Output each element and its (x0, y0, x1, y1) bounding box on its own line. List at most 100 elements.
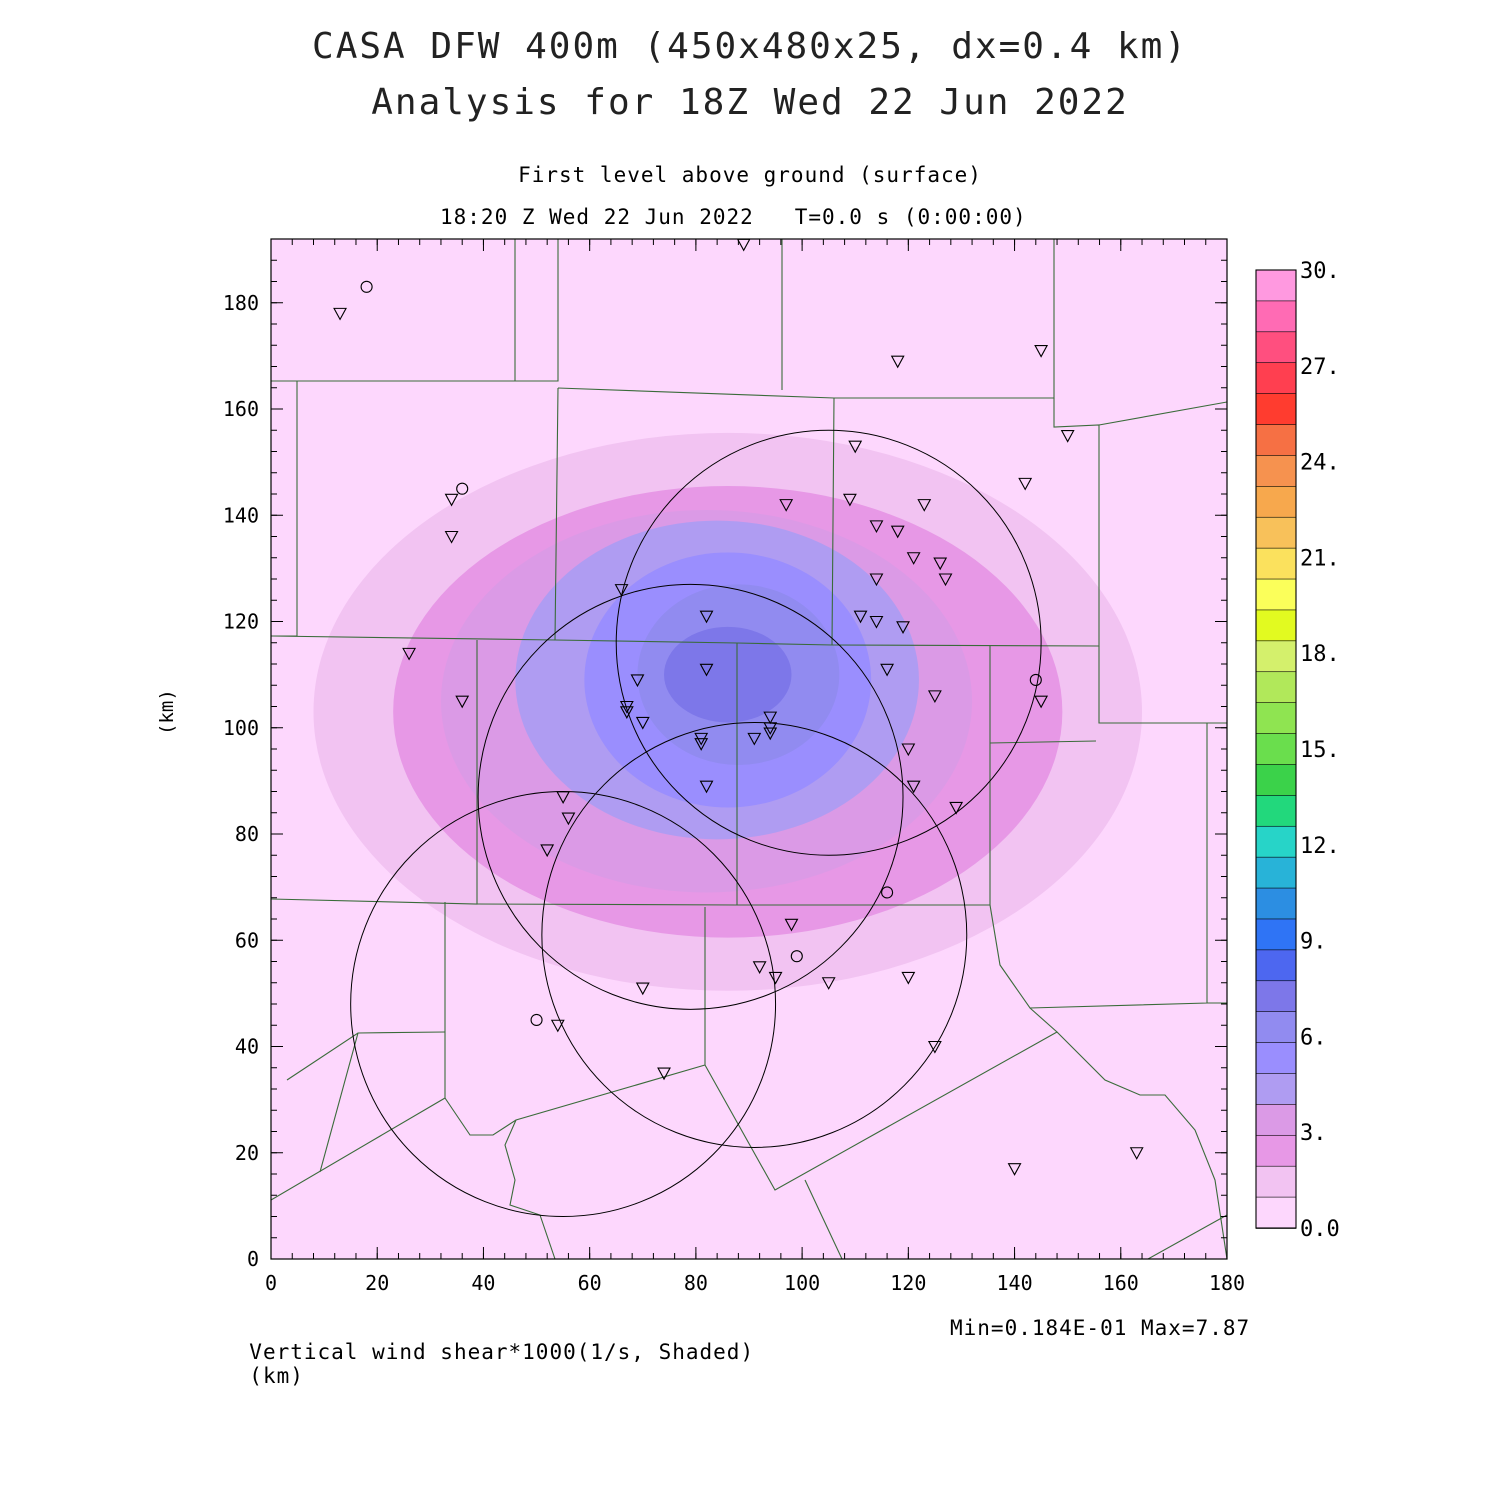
station-markers (333, 238, 1144, 1176)
axes: 0 20 40 60 80 100 120 140 160 180 0 20 40 60 80 100 120 1… (223, 238, 1245, 1295)
x-tick-label: 0 (265, 1271, 277, 1295)
y-tick-label: 140 (223, 503, 259, 527)
colorbar-label: 21. (1300, 546, 1340, 571)
colorbar-swatch (1255, 856, 1297, 889)
county-boundaries (271, 239, 1227, 1259)
station-triangle (694, 738, 709, 751)
station-triangle (853, 610, 868, 624)
colorbar-swatch (1255, 1104, 1297, 1137)
min-max-label: Min=0.184E-01 Max=7.87 (950, 1316, 1251, 1340)
colorbar-swatch (1255, 671, 1297, 704)
station-triangle (901, 971, 916, 985)
colorbar-label: 15. (1300, 738, 1340, 763)
station-triangle (619, 706, 634, 719)
boundary-line (989, 740, 1097, 744)
colorbar-swatch (1255, 640, 1297, 673)
station-circle (881, 886, 894, 899)
station-triangle (927, 690, 942, 704)
station-triangle (763, 727, 778, 741)
colorbar-swatch (1255, 547, 1297, 580)
level-subtitle: First level above ground (surface) (518, 163, 982, 187)
station-triangle (747, 732, 762, 746)
station-triangle (455, 695, 470, 709)
x-tick-label: 40 (471, 1271, 495, 1295)
station-triangle (906, 780, 921, 794)
colorbar-label: 18. (1300, 642, 1340, 667)
colorbar-label: 9. (1300, 930, 1327, 955)
boundary-line (1098, 401, 1227, 426)
colorbar-frame (1255, 269, 1297, 1229)
station-triangle (842, 493, 857, 507)
x-tick-label: 80 (684, 1271, 708, 1295)
colorbar-swatch (1255, 486, 1297, 519)
station-triangle (784, 918, 799, 932)
colorbar-swatch (1255, 825, 1297, 858)
x-tick-label: 20 (365, 1271, 389, 1295)
y-tick-label: 100 (223, 716, 259, 740)
field-label-text: Vertical wind shear*1000(1/s, Shaded) (249, 1340, 755, 1364)
station-triangle (699, 610, 714, 624)
station-triangle (949, 801, 964, 815)
station-triangle (333, 307, 347, 321)
station-triangle (890, 525, 905, 539)
boundary-line (271, 239, 559, 382)
station-triangle (635, 982, 650, 996)
station-triangle (752, 961, 767, 974)
y-tick-label: 80 (235, 822, 259, 846)
station-triangle (848, 440, 863, 454)
plot-title: CASA DFW 400m (450x480x25, dx=0.4 km) (312, 26, 1188, 67)
station-triangle (561, 812, 576, 826)
analysis-time-title: Analysis for 18Z Wed 22 Jun 2022 (371, 82, 1129, 123)
colorbar-swatch (1255, 300, 1297, 333)
station-triangle (869, 615, 884, 629)
colorbar-swatch (1255, 733, 1297, 766)
colorbar: 30. 27. 24. 21. 18. 15. 12. 9. 6. 3. 0.0 (1255, 259, 1340, 1242)
shaded-field (271, 239, 1227, 1259)
colorbar-swatch (1255, 331, 1297, 364)
colorbar-swatch (1255, 764, 1297, 797)
station-triangle (699, 663, 714, 677)
station-triangle (444, 493, 459, 507)
boundary-line (444, 1064, 706, 1136)
y-tick-label: 180 (223, 291, 259, 315)
boundary-line (557, 239, 1055, 399)
boundary-line (554, 397, 835, 646)
station-triangle (779, 499, 794, 512)
colorbar-label: 24. (1300, 451, 1340, 476)
colorbar-swatch (1255, 362, 1297, 395)
station-circle (530, 1013, 543, 1026)
colorbar-swatch (1255, 1134, 1297, 1167)
colorbar-swatch (1255, 949, 1297, 982)
station-circle (456, 482, 469, 495)
station-triangle (901, 743, 916, 757)
field-label: Vertical wind shear*1000(1/s, Shaded) (k… (222, 1316, 754, 1388)
colorbar-swatch (1255, 1042, 1297, 1075)
station-triangle (906, 552, 921, 565)
station-triangle (869, 520, 884, 534)
station-triangle (1129, 1147, 1144, 1160)
boundary-line (319, 1032, 359, 1173)
station-triangle (635, 716, 650, 730)
colorbar-swatch (1255, 795, 1297, 828)
colorbar-swatch (1255, 455, 1297, 488)
colorbar-swatch (1255, 578, 1297, 611)
colorbar-swatch (1255, 1073, 1297, 1106)
station-triangle (1018, 477, 1033, 491)
x-tick-label: 160 (1103, 1271, 1139, 1295)
boundary-line (1147, 1214, 1227, 1259)
colorbar-label: 3. (1300, 1121, 1327, 1146)
radar-range-rings (350, 429, 1042, 1217)
station-triangle (630, 674, 645, 688)
x-tick-label: 120 (890, 1271, 926, 1295)
station-triangle (1060, 430, 1075, 443)
station-triangle (917, 499, 932, 512)
station-circle (1029, 673, 1042, 686)
station-triangle (444, 530, 459, 544)
station-triangle (1034, 695, 1049, 709)
station-triangle (768, 971, 783, 985)
boundary-line (704, 907, 1058, 1191)
station-triangle (890, 355, 905, 369)
station-triangle (938, 573, 953, 587)
y-tick-label: 20 (235, 1141, 259, 1165)
